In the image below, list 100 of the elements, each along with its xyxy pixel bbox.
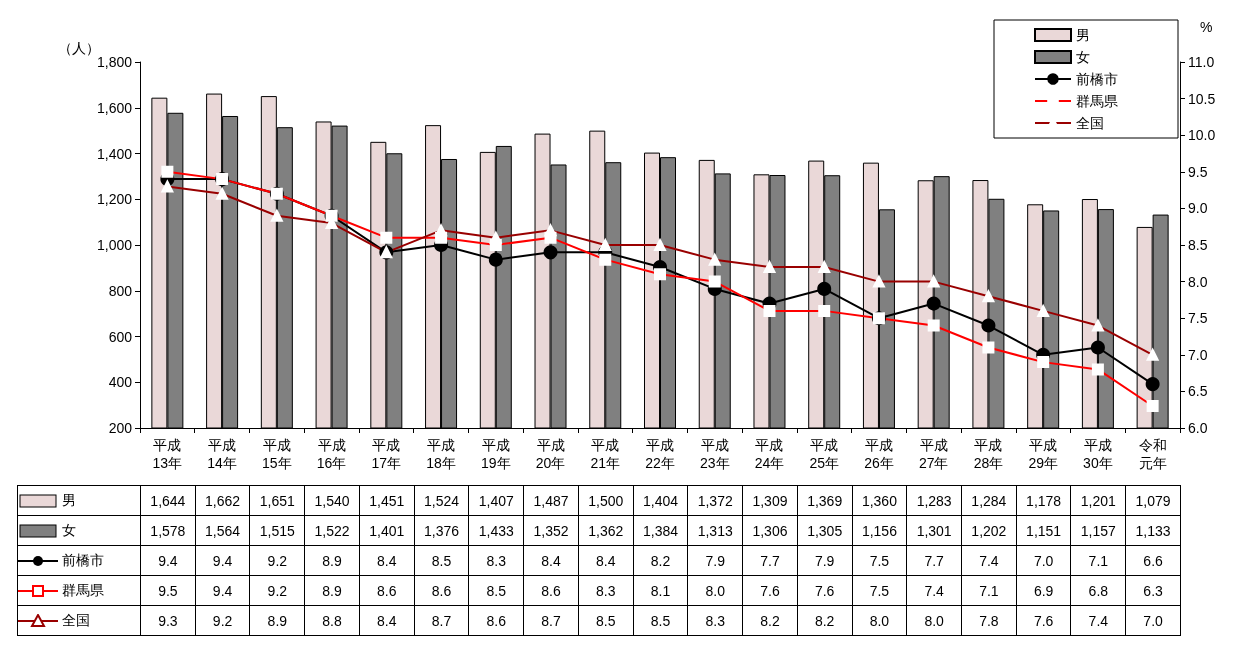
legend-label: 全国 [1076,115,1104,131]
text: 男 [62,491,76,508]
y-tick-label: 200 [108,420,133,436]
data-label: 1,651 [249,485,305,516]
x-tick-label: 平成23年 [699,437,730,471]
x-tick-label: 平成29年 [1028,437,1058,471]
x-tick-label: 平成19年 [481,437,511,471]
data-label: 6.3 [1125,575,1181,606]
data-label: 8.3 [687,605,743,636]
text: 全国 [62,611,90,628]
data-label: 1,202 [961,515,1017,546]
data-label: 8.4 [359,545,415,576]
data-label: 6.8 [1070,575,1126,606]
data-label: 7.9 [797,545,853,576]
data-label: 8.5 [578,605,634,636]
y2-tick-label: 10.0 [1188,127,1216,144]
y-tick-label: 1,800 [96,54,133,70]
y-tick-label: 1,400 [96,145,133,162]
data-label: 7.8 [961,605,1017,636]
data-label: 7.4 [961,545,1017,576]
y-tick-label: 600 [108,328,133,345]
y-tick-label: 1,000 [96,237,133,253]
data-label: 9.5 [140,575,196,606]
x-tick-label: 平成16年 [316,437,347,471]
data-label: 9.4 [140,545,196,576]
data-label: 1,578 [140,515,196,546]
data-label: 1,301 [906,515,962,546]
data-label: 1,369 [797,485,853,516]
y2-tick-label: 8.0 [1188,273,1208,290]
y-tick-label: 800 [108,282,133,299]
data-label: 9.4 [195,545,250,576]
data-label: 1,283 [906,485,962,516]
x-tick-label: 平成17年 [371,437,402,471]
data-label: 8.9 [304,545,360,576]
data-label: 1,376 [414,515,469,546]
data-label: 1,305 [797,515,853,546]
data-label: 7.5 [852,545,907,576]
data-label: 8.5 [633,605,688,636]
x-tick-label: 令和元年 [1138,437,1167,471]
data-label: 8.7 [523,605,579,636]
y2-tick-label: 7.0 [1188,346,1208,363]
y-axis-title: （人） [58,40,100,57]
data-label: 7.7 [742,545,798,576]
text: 群馬県 [62,581,104,598]
data-label: 6.6 [1125,545,1181,576]
data-label: 9.4 [195,575,250,606]
x-tick-label: 平成15年 [262,437,292,471]
data-label: 1,360 [852,485,907,516]
data-label: 1,352 [523,515,579,546]
x-tick-label: 平成14年 [207,437,237,471]
data-label: 1,644 [140,485,196,516]
x-tick-label: 平成20年 [535,437,566,471]
legend-label: 群馬県 [1076,93,1118,109]
x-tick-label: 平成13年 [152,437,183,471]
data-label: 1,156 [852,515,907,546]
y2-tick-label: 9.0 [1188,200,1208,217]
data-label: 1,309 [742,485,798,516]
legend-label: 女 [1076,49,1090,65]
data-label: 7.6 [742,575,798,606]
data-label: 1,524 [414,485,469,516]
data-label: 8.3 [468,545,524,576]
data-label: 7.1 [961,575,1017,606]
data-label: 8.4 [523,545,579,576]
data-label: 1,515 [249,515,305,546]
data-label: 7.5 [852,575,907,606]
data-label: 9.2 [249,545,305,576]
data-label: 7.0 [1125,605,1181,636]
data-label: 7.4 [1070,605,1126,636]
data-label: 7.4 [906,575,962,606]
data-label: 9.2 [195,605,250,636]
data-label: 8.9 [304,575,360,606]
data-label: 8.6 [468,605,524,636]
data-label: 1,133 [1125,515,1181,546]
data-label: 1,451 [359,485,415,516]
data-label: 7.1 [1070,545,1126,576]
y2-tick-label: 6.5 [1188,383,1208,400]
y2-tick-label: 7.5 [1188,310,1208,327]
data-label: 1,362 [578,515,634,546]
data-label: 1,178 [1016,485,1071,516]
x-tick-label: 平成22年 [645,437,675,471]
data-label: 8.6 [523,575,579,606]
data-label: 8.2 [797,605,853,636]
y2-tick-label: 9.5 [1188,163,1208,180]
y-tick-label: 400 [108,374,133,391]
data-label: 8.3 [578,575,634,606]
y-tick-label: 1,200 [96,191,133,208]
data-label: 8.4 [578,545,634,576]
data-label: 1,313 [687,515,743,546]
data-label: 8.0 [687,575,743,606]
data-label: 7.6 [797,575,853,606]
text: 前橋市 [62,551,104,568]
data-label: 1,522 [304,515,360,546]
y2-tick-label: 6.0 [1188,420,1208,436]
data-label: 8.6 [359,575,415,606]
data-label: 1,487 [523,485,579,516]
data-label: 8.5 [468,575,524,606]
y-tick-label: 1,600 [96,99,133,116]
data-label: 1,407 [468,485,524,516]
data-label: 1,079 [1125,485,1181,516]
data-label: 8.4 [359,605,415,636]
